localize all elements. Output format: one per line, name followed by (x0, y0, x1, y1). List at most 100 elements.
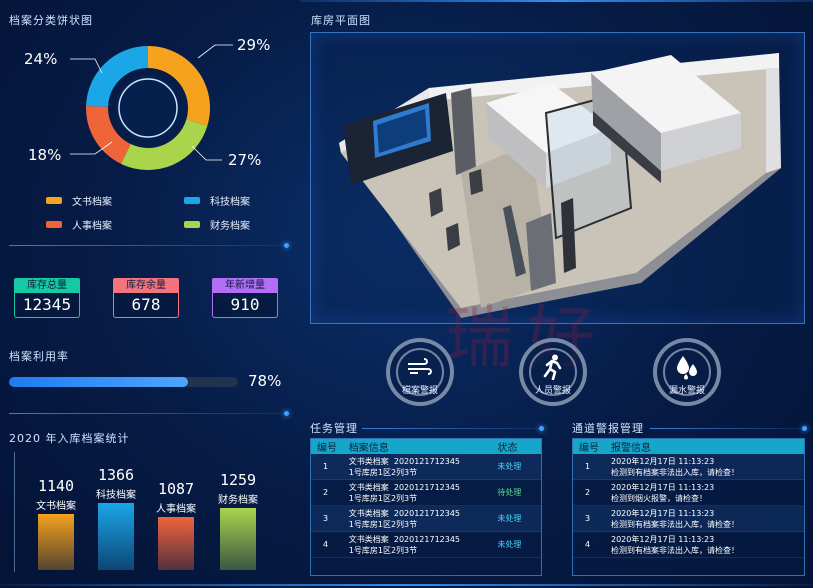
donut-slice (86, 46, 148, 107)
bar-category-label: 人事档案 (156, 504, 196, 515)
personnel-alarm-button[interactable]: 人员警报 (519, 338, 587, 406)
bar-category-label: 文书档案 (36, 501, 76, 512)
legend-swatch (46, 221, 62, 228)
row-id: 2 (585, 488, 591, 497)
table-row[interactable]: 2 文书类档案 2020121712345 1号库房1区2列3节 待处理 (311, 480, 541, 506)
col-header-info: 档案信息 (348, 443, 389, 454)
pie-section-title: 档案分类饼状图 (9, 14, 93, 27)
row-info-line2: 检测到有档案非法出入库，请检查！ (611, 467, 739, 477)
row-info-line1: 2020年12月17日 11:13:23 (611, 482, 715, 492)
bar (98, 503, 134, 570)
bar-chart: 1140 文书档案 1366 科技档案 1087 人事档案 1259 财务档案 (14, 452, 284, 572)
row-info: 文书类档案 2020121712345 1号库房1区2列3节 (349, 482, 498, 504)
warehouse-floor-plan (310, 32, 805, 324)
row-id: 3 (585, 514, 591, 523)
legend-label: 文书档案 (72, 197, 112, 208)
row-status: 未处理 (497, 462, 522, 471)
stat-total-stock: 库存总量 12345 (14, 278, 80, 318)
row-info: 2020年12月17日 11:13:23 检测到有档案非法出入库，请检查！ (611, 534, 801, 556)
row-info-line2: 1号库房1区2列3节 (348, 467, 418, 477)
bar-category-label: 科技档案 (96, 490, 136, 501)
bar (220, 508, 256, 570)
usage-progress-fill (9, 377, 188, 387)
row-info-line2: 检测到有档案非法出入库，请检查！ (611, 545, 739, 555)
channel-alarm-table-header: 编号 报警信息 (573, 439, 804, 454)
water-drops-icon (677, 356, 697, 380)
stat-label: 年新增量 (212, 278, 278, 293)
row-info-line1: 文书类档案 2020121712345 (348, 456, 461, 466)
row-info-line1: 文书类档案 2020121712345 (348, 482, 461, 492)
stat-value: 910 (212, 293, 278, 318)
alarm-label: 人员警报 (534, 386, 571, 396)
table-row[interactable]: 3 文书类档案 2020121712345 1号库房1区2列3节 未处理 (311, 506, 541, 532)
archive-alarm-button[interactable]: 檔案警报 (386, 338, 454, 406)
bar-value-label: 1140 (37, 477, 75, 495)
alarm-label: 檔案警报 (401, 386, 438, 396)
pie-label-finance: 27% (228, 151, 262, 169)
legend-label: 财务档案 (210, 221, 250, 232)
bar-value-label: 1087 (157, 480, 195, 498)
stat-remaining-stock: 库存余量 678 (113, 278, 179, 318)
row-info-line1: 2020年12月17日 11:13:23 (611, 456, 715, 466)
pie-label-science: 24% (24, 50, 58, 68)
row-info-line2: 检测到有档案非法出入库，请检查！ (611, 519, 739, 529)
table-row[interactable]: 4 2020年12月17日 11:13:23 检测到有档案非法出入库，请检查！ (573, 532, 804, 558)
row-id: 4 (585, 540, 591, 549)
table-row[interactable]: 4 文书类档案 2020121712345 1号库房1区2列3节 未处理 (311, 532, 541, 558)
row-info-line1: 2020年12月17日 11:13:23 (611, 534, 715, 544)
row-info-line1: 文书类档案 2020121712345 (348, 508, 461, 518)
section-divider (9, 411, 289, 416)
legend-swatch (184, 221, 200, 228)
legend-swatch (46, 197, 62, 204)
stat-value: 678 (113, 293, 179, 318)
map-title: 库房平面图 (311, 14, 371, 27)
channel-alarm-table: 编号 报警信息 1 2020年12月17日 11:13:23 检测到有档案非法出入库… (572, 438, 805, 576)
row-info-line1: 2020年12月17日 11:13:23 (611, 508, 715, 518)
bar-section-title: 2020 年入库档案统计 (9, 432, 130, 445)
alarm-ring (529, 348, 577, 396)
bar-value-label: 1366 (97, 466, 135, 484)
legend-item-personnel: 人事档案 (46, 217, 112, 232)
donut-slice (86, 106, 131, 164)
alarm-ring (396, 348, 444, 396)
bottom-frame-line (0, 584, 813, 586)
alarm-rows: 1 2020年12月17日 11:13:23 检测到有档案非法出入库，请检查！ 2 20… (573, 454, 804, 558)
section-divider (650, 426, 807, 431)
row-info-line2: 检测到烟火报警，请检查！ (611, 493, 707, 503)
row-id: 1 (323, 462, 329, 471)
legend-item-science: 科技档案 (184, 193, 250, 208)
tasks-title: 任务管理 (310, 422, 358, 435)
legend-label: 人事档案 (72, 221, 112, 232)
water-leak-alarm-button[interactable]: 漏水警报 (653, 338, 721, 406)
row-id: 4 (323, 540, 329, 549)
stat-label: 库存总量 (14, 278, 80, 293)
table-row[interactable]: 1 2020年12月17日 11:13:23 检测到有档案非法出入库，请检查！ (573, 454, 804, 480)
row-info: 文书类档案 2020121712345 1号库房1区2列3节 (349, 508, 498, 530)
donut-slice (148, 46, 210, 126)
task-table: 编号 档案信息 状态 1 文书类档案 2020121712345 1号库房1区2列3… (310, 438, 542, 576)
stat-value: 12345 (14, 293, 80, 318)
legend-item-document: 文书档案 (46, 193, 112, 208)
stat-annual-new: 年新增量 910 (212, 278, 278, 318)
row-info-line2: 1号库房1区2列3节 (348, 493, 418, 503)
pie-label-personnel: 18% (28, 146, 62, 164)
row-info-line2: 1号库房1区2列3节 (348, 545, 418, 555)
bar-category-label: 财务档案 (218, 495, 258, 506)
row-id: 3 (323, 514, 329, 523)
col-header-id: 编号 (317, 443, 337, 454)
table-row[interactable]: 2 2020年12月17日 11:13:23 检测到烟火报警，请检查！ (573, 480, 804, 506)
col-header-alarm-info: 报警信息 (611, 443, 651, 454)
pie-label-document: 29% (237, 36, 271, 54)
alarm-ring (663, 348, 711, 396)
table-row[interactable]: 3 2020年12月17日 11:13:23 检测到有档案非法出入库，请检查！ (573, 506, 804, 532)
pie-leader-lines (70, 44, 233, 161)
row-info-line1: 文书类档案 2020121712345 (348, 534, 461, 544)
col-header-status: 状态 (497, 443, 518, 454)
row-info: 2020年12月17日 11:13:23 检测到有档案非法出入库，请检查！ (611, 508, 801, 530)
row-id: 1 (585, 462, 591, 471)
legend-item-finance: 财务档案 (184, 217, 250, 232)
table-row[interactable]: 1 文书类档案 2020121712345 1号库房1区2列3节 未处理 (311, 454, 541, 480)
warehouse-3d-illustration (339, 53, 781, 318)
alarm-label: 漏水警报 (668, 386, 705, 396)
row-info: 文书类档案 2020121712345 1号库房1区2列3节 (349, 534, 498, 556)
